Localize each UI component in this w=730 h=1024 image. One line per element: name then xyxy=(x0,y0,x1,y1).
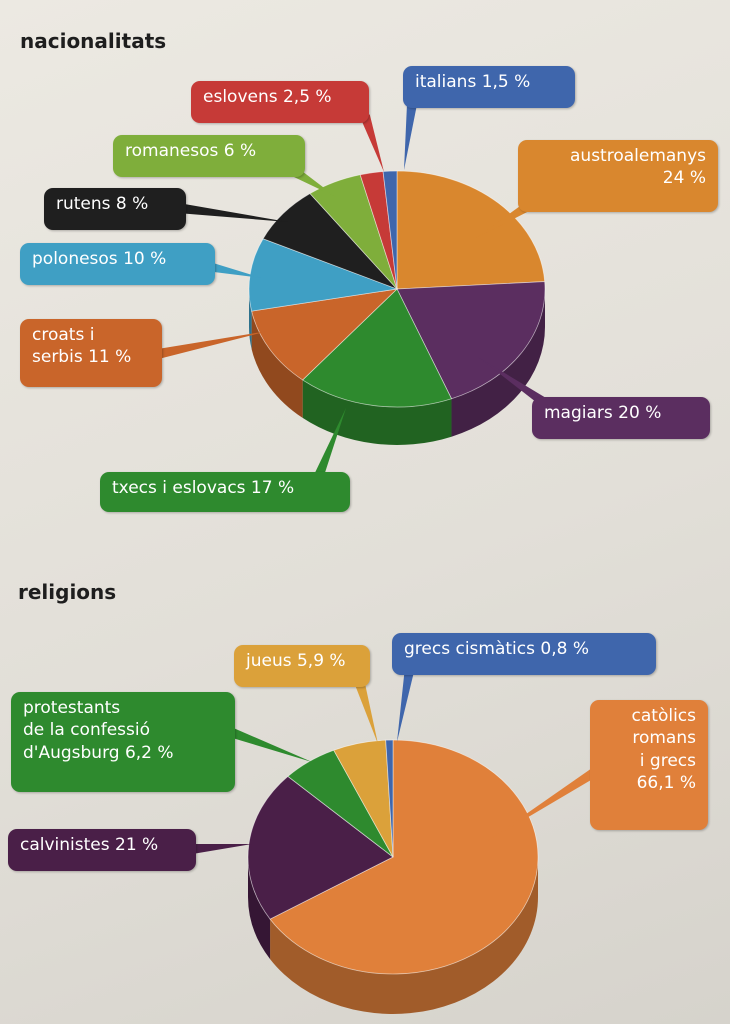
leader-line-rutens xyxy=(177,203,288,222)
pie-slice-grecs-cismatics xyxy=(385,739,394,858)
pie-slice-polonesos xyxy=(248,238,399,312)
pie-side-magiars xyxy=(451,289,545,437)
data-label-austroalemanys: austroalemanys 24 % xyxy=(518,140,718,212)
data-label-croats-i-serbis: croats i serbis 11 % xyxy=(20,319,162,387)
leader-line-romanesos xyxy=(292,167,336,197)
data-label-magiars: magiars 20 % xyxy=(532,397,710,439)
data-label-catolics-romans-i-grecs: catòlics romans i grecs 66,1 % xyxy=(590,700,708,830)
leader-line-polonesos xyxy=(204,261,262,278)
leader-line-txecs-i-eslovacs xyxy=(313,408,346,480)
religions-heading: religions xyxy=(18,580,117,604)
pie-side-croats-i-serbis xyxy=(251,311,303,418)
data-label-italians: italians 1,5 % xyxy=(403,66,575,108)
data-label-eslovens: eslovens 2,5 % xyxy=(191,81,369,123)
data-label-calvinistes: calvinistes 21 % xyxy=(8,829,196,871)
data-label-protestants-de-la-confessio-d-augsburg: protestants de la confessió d'Augsburg 6… xyxy=(11,692,235,792)
data-label-polonesos: polonesos 10 % xyxy=(20,243,215,285)
leader-line-italians xyxy=(404,103,417,170)
leader-line-grecs-cismatics xyxy=(397,666,415,742)
pie-slice-magiars xyxy=(396,281,546,400)
pie-chart-nacionalitats xyxy=(156,103,551,480)
leader-line-croats-i-serbis xyxy=(156,331,268,359)
nationalities-heading: nacionalitats xyxy=(20,29,167,53)
data-label-rutens: rutens 8 % xyxy=(44,188,186,230)
leader-line-catolics-romans-i-grecs xyxy=(486,765,601,842)
data-label-grecs-cismatics: grecs cismàtics 0,8 % xyxy=(392,633,656,675)
pie-slice-italians xyxy=(382,170,398,290)
pie-side-calvinistes xyxy=(248,857,271,960)
leader-line-protestants-de-la-confessio-d-augsburg xyxy=(228,727,312,762)
pie-slice-austroalemanys xyxy=(396,170,546,290)
leader-line-austroalemanys xyxy=(476,200,533,238)
pie-chart-religions xyxy=(191,666,601,1015)
leader-line-eslovens xyxy=(360,114,384,172)
data-label-romanesos: romanesos 6 % xyxy=(113,135,305,177)
pie-side-txecs-i-eslovacs xyxy=(302,379,452,445)
pie-slice-croats-i-serbis xyxy=(251,288,399,381)
pie-side-catolics-romans-i-grecs xyxy=(270,857,538,1015)
pie-slice-catolics-romans-i-grecs xyxy=(269,739,539,975)
pie-slice-txecs-i-eslovacs xyxy=(302,288,453,408)
pie-slice-calvinistes xyxy=(247,775,394,920)
pie-side-walls xyxy=(248,857,538,1015)
leader-line-magiars xyxy=(478,357,551,410)
leader-line-calvinistes xyxy=(191,844,252,854)
data-label-txecs-i-eslovacs: txecs i eslovacs 17 % xyxy=(100,472,350,512)
data-label-jueus: jueus 5,9 % xyxy=(234,645,370,687)
leader-line-jueus xyxy=(355,682,378,744)
